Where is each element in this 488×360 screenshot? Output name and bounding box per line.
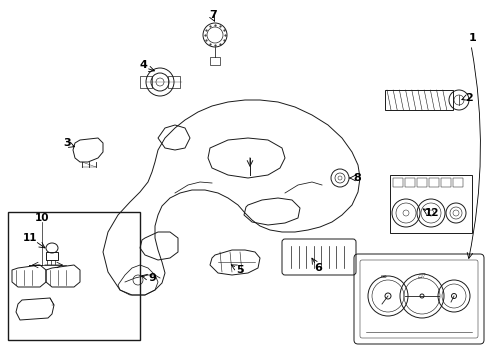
Text: 12: 12 (424, 208, 438, 218)
Text: 5: 5 (236, 265, 244, 275)
Text: 9: 9 (148, 273, 156, 283)
Text: oo: oo (380, 274, 386, 279)
Bar (392, 178, 402, 187)
Bar (384, 90, 452, 110)
Bar (209, 57, 220, 65)
Bar (452, 178, 462, 187)
Text: 1: 1 (468, 33, 476, 43)
Text: 2: 2 (464, 93, 472, 103)
Bar (46, 252, 58, 260)
Text: △▽: △▽ (417, 272, 426, 277)
Text: 7: 7 (209, 10, 217, 20)
Bar (8, 212, 140, 340)
Text: 3: 3 (63, 138, 71, 148)
Text: 10: 10 (35, 213, 49, 223)
Bar (440, 178, 450, 187)
Text: 11: 11 (23, 233, 37, 243)
Text: 6: 6 (313, 263, 321, 273)
Bar (404, 178, 414, 187)
Bar (168, 76, 180, 88)
Text: 8: 8 (352, 173, 360, 183)
Bar (428, 178, 438, 187)
Bar (416, 178, 426, 187)
Text: 4: 4 (139, 60, 146, 70)
Bar (389, 175, 471, 233)
Bar (140, 76, 152, 88)
